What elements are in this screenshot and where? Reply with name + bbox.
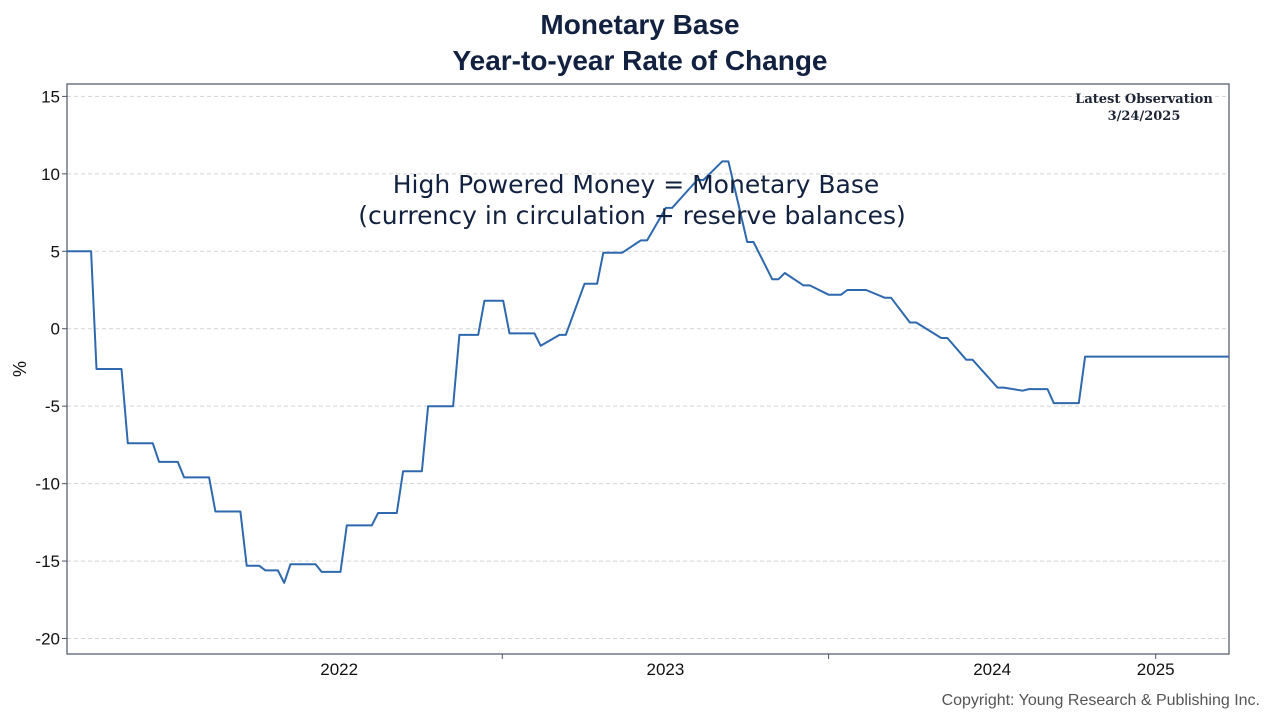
y-axis-label: % — [10, 361, 30, 377]
y-tick-label: -15 — [35, 552, 60, 571]
copyright-text: Copyright: Young Research & Publishing I… — [941, 692, 1260, 709]
latest-observation-label: Latest Observation — [1075, 92, 1213, 107]
y-tick-label: -10 — [35, 475, 60, 494]
latest-observation-date: 3/24/2025 — [1108, 109, 1181, 124]
y-tick-label: 5 — [51, 242, 60, 261]
series-group — [67, 160, 1229, 584]
y-tick-label: -20 — [35, 630, 60, 649]
x-tick-label: 2025 — [1137, 660, 1175, 679]
y-axis: 15 10 5 0 -5 -10 -15 -20 — [35, 87, 67, 649]
chart-title: Monetary Base — [540, 9, 740, 40]
chart-subtitle: Year-to-year Rate of Change — [452, 45, 828, 76]
series-line — [67, 160, 1229, 584]
plot-frame — [66, 83, 1230, 655]
y-tick-label: 10 — [41, 165, 60, 184]
y-tick-label: 15 — [41, 87, 60, 106]
x-axis: 2022 2023 2024 2025 — [320, 654, 1175, 679]
x-tick-label: 2023 — [647, 660, 685, 679]
annotation-line-1: High Powered Money = Monetary Base — [393, 170, 879, 199]
y-tick-label: -5 — [45, 397, 60, 416]
x-tick-label: 2024 — [973, 660, 1011, 679]
grid-lines — [67, 95, 1229, 640]
x-tick-label: 2022 — [320, 660, 358, 679]
y-tick-label: 0 — [51, 320, 60, 339]
annotation-line-2: (currency in circulation + reserve balan… — [358, 201, 906, 230]
